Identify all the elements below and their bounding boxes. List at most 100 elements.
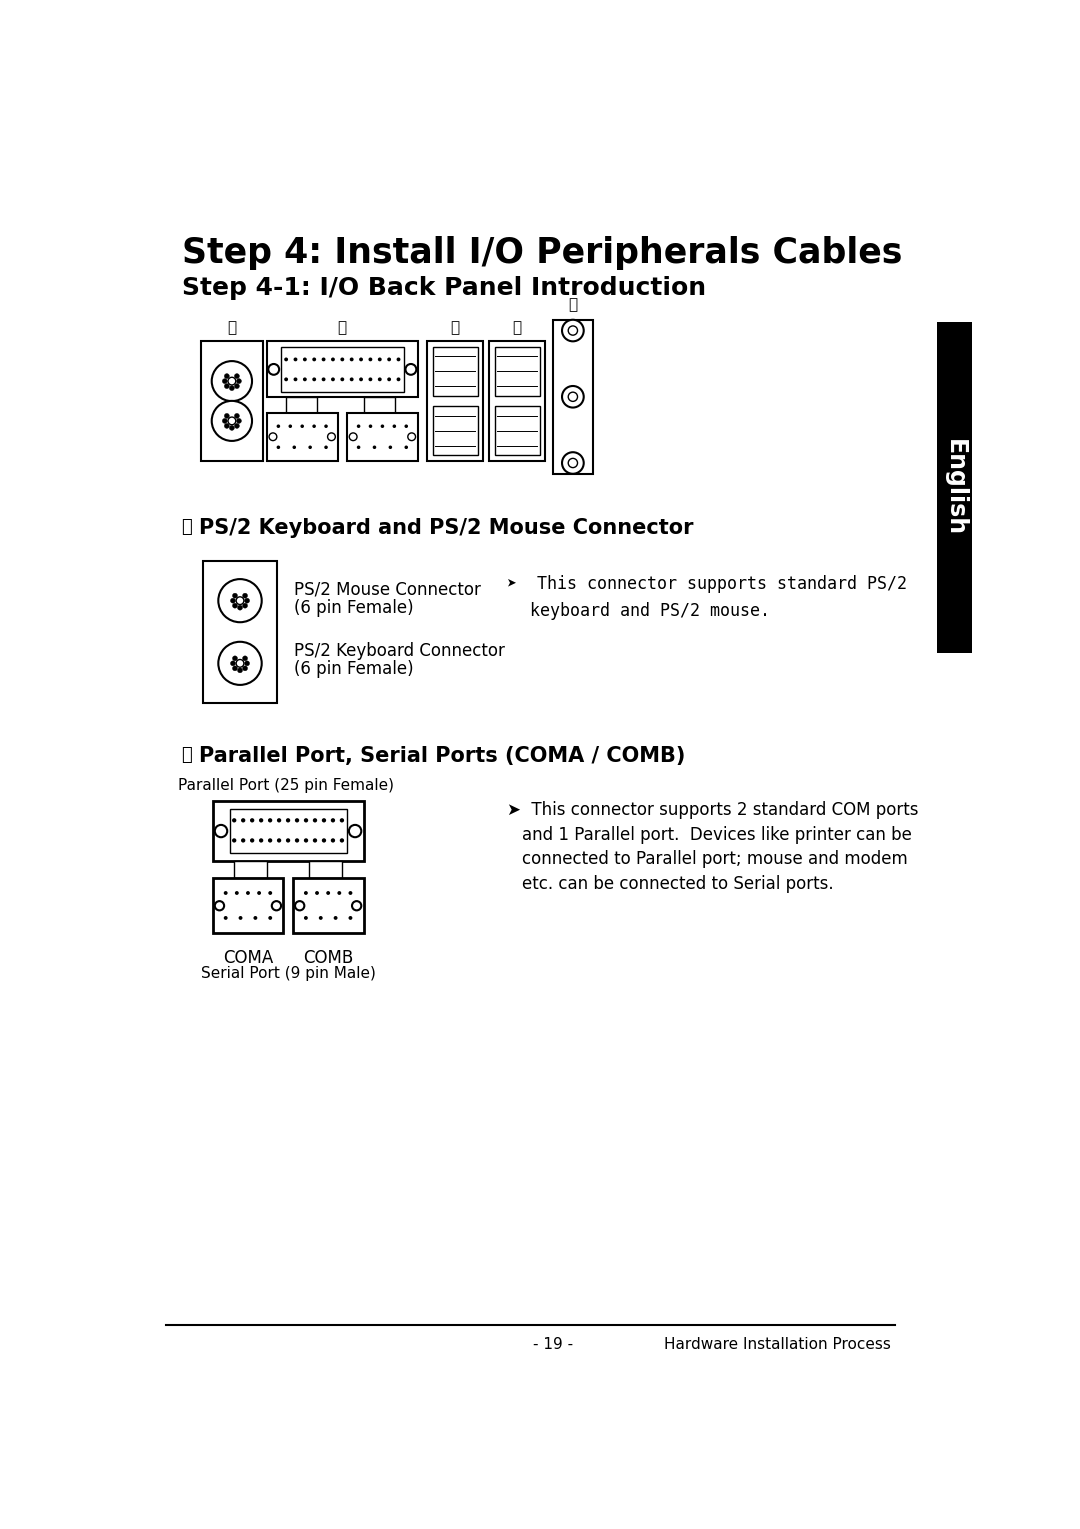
Circle shape bbox=[349, 891, 352, 894]
Circle shape bbox=[313, 818, 318, 823]
Circle shape bbox=[349, 824, 362, 838]
Text: ⓔ: ⓔ bbox=[568, 297, 578, 312]
Circle shape bbox=[238, 668, 243, 673]
Circle shape bbox=[232, 656, 238, 661]
Circle shape bbox=[228, 417, 235, 425]
Circle shape bbox=[249, 838, 254, 842]
Circle shape bbox=[229, 425, 234, 430]
Circle shape bbox=[295, 901, 305, 910]
Circle shape bbox=[396, 358, 401, 361]
Circle shape bbox=[322, 358, 325, 361]
Text: connected to Parallel port; mouse and modem: connected to Parallel port; mouse and mo… bbox=[523, 850, 908, 868]
Circle shape bbox=[302, 358, 307, 361]
Circle shape bbox=[276, 818, 281, 823]
Circle shape bbox=[405, 364, 416, 375]
Bar bbox=[364, 398, 394, 413]
Text: English: English bbox=[943, 439, 967, 537]
Text: ➤  This connector supports 2 standard COM ports: ➤ This connector supports 2 standard COM… bbox=[507, 801, 918, 820]
Circle shape bbox=[272, 901, 281, 910]
Circle shape bbox=[322, 378, 325, 381]
Circle shape bbox=[360, 358, 363, 361]
Text: COMB: COMB bbox=[303, 950, 353, 966]
Circle shape bbox=[218, 579, 261, 622]
Circle shape bbox=[380, 425, 384, 428]
Circle shape bbox=[326, 891, 330, 894]
Text: Parallel Port (25 pin Female): Parallel Port (25 pin Female) bbox=[178, 778, 394, 794]
Circle shape bbox=[225, 413, 229, 419]
Bar bbox=[267, 413, 338, 460]
Circle shape bbox=[368, 378, 373, 381]
Circle shape bbox=[215, 901, 225, 910]
Bar bbox=[495, 407, 540, 456]
Circle shape bbox=[330, 838, 335, 842]
Circle shape bbox=[360, 378, 363, 381]
Circle shape bbox=[294, 358, 297, 361]
Text: ⓑ: ⓑ bbox=[181, 746, 192, 763]
Circle shape bbox=[337, 891, 341, 894]
Circle shape bbox=[269, 433, 276, 440]
Circle shape bbox=[259, 818, 264, 823]
Bar bbox=[213, 801, 364, 861]
Circle shape bbox=[234, 373, 240, 379]
Text: PS/2 Keyboard Connector: PS/2 Keyboard Connector bbox=[294, 642, 504, 659]
Text: ⓐ: ⓐ bbox=[181, 518, 192, 537]
Circle shape bbox=[340, 378, 345, 381]
Text: ➤  This connector supports standard PS/2: ➤ This connector supports standard PS/2 bbox=[507, 575, 907, 593]
Circle shape bbox=[330, 358, 335, 361]
Circle shape bbox=[322, 818, 326, 823]
Text: ⓐ: ⓐ bbox=[227, 320, 237, 335]
Circle shape bbox=[330, 378, 335, 381]
Text: - 19 -: - 19 - bbox=[534, 1336, 573, 1352]
Circle shape bbox=[249, 818, 254, 823]
Circle shape bbox=[300, 425, 303, 428]
Circle shape bbox=[232, 604, 238, 609]
Circle shape bbox=[303, 838, 308, 842]
Circle shape bbox=[239, 916, 243, 920]
Bar bbox=[553, 320, 593, 474]
Text: Step 4: Install I/O Peripherals Cables: Step 4: Install I/O Peripherals Cables bbox=[181, 235, 902, 269]
Circle shape bbox=[268, 916, 272, 920]
Circle shape bbox=[244, 661, 249, 665]
Circle shape bbox=[313, 838, 318, 842]
Bar bbox=[937, 323, 972, 653]
Circle shape bbox=[259, 838, 264, 842]
Bar bbox=[495, 347, 540, 396]
Circle shape bbox=[246, 891, 249, 894]
Circle shape bbox=[234, 413, 240, 419]
Circle shape bbox=[232, 593, 238, 598]
Text: COMA: COMA bbox=[222, 950, 273, 966]
Circle shape bbox=[225, 424, 229, 428]
Circle shape bbox=[293, 445, 296, 450]
Bar bbox=[203, 561, 276, 703]
Circle shape bbox=[309, 445, 312, 450]
Circle shape bbox=[232, 838, 237, 842]
Circle shape bbox=[324, 425, 328, 428]
Bar bbox=[201, 341, 262, 460]
Circle shape bbox=[349, 916, 352, 920]
Circle shape bbox=[312, 425, 316, 428]
Circle shape bbox=[356, 425, 361, 428]
Circle shape bbox=[327, 433, 335, 440]
Circle shape bbox=[378, 358, 381, 361]
Circle shape bbox=[568, 326, 578, 335]
Text: ⓒ: ⓒ bbox=[450, 320, 460, 335]
Circle shape bbox=[562, 385, 583, 408]
Circle shape bbox=[312, 358, 316, 361]
Circle shape bbox=[284, 358, 288, 361]
Circle shape bbox=[276, 425, 280, 428]
Circle shape bbox=[232, 667, 238, 671]
Circle shape bbox=[286, 838, 291, 842]
Circle shape bbox=[237, 596, 244, 604]
Circle shape bbox=[405, 425, 408, 428]
Circle shape bbox=[315, 891, 319, 894]
Circle shape bbox=[241, 818, 245, 823]
Circle shape bbox=[340, 818, 345, 823]
Circle shape bbox=[237, 419, 242, 424]
Circle shape bbox=[392, 425, 396, 428]
Circle shape bbox=[230, 661, 235, 665]
Circle shape bbox=[368, 425, 373, 428]
Circle shape bbox=[378, 378, 381, 381]
Text: Parallel Port, Serial Ports (COMA / COMB): Parallel Port, Serial Ports (COMA / COMB… bbox=[199, 746, 685, 766]
Bar bbox=[347, 413, 418, 460]
Circle shape bbox=[303, 891, 308, 894]
